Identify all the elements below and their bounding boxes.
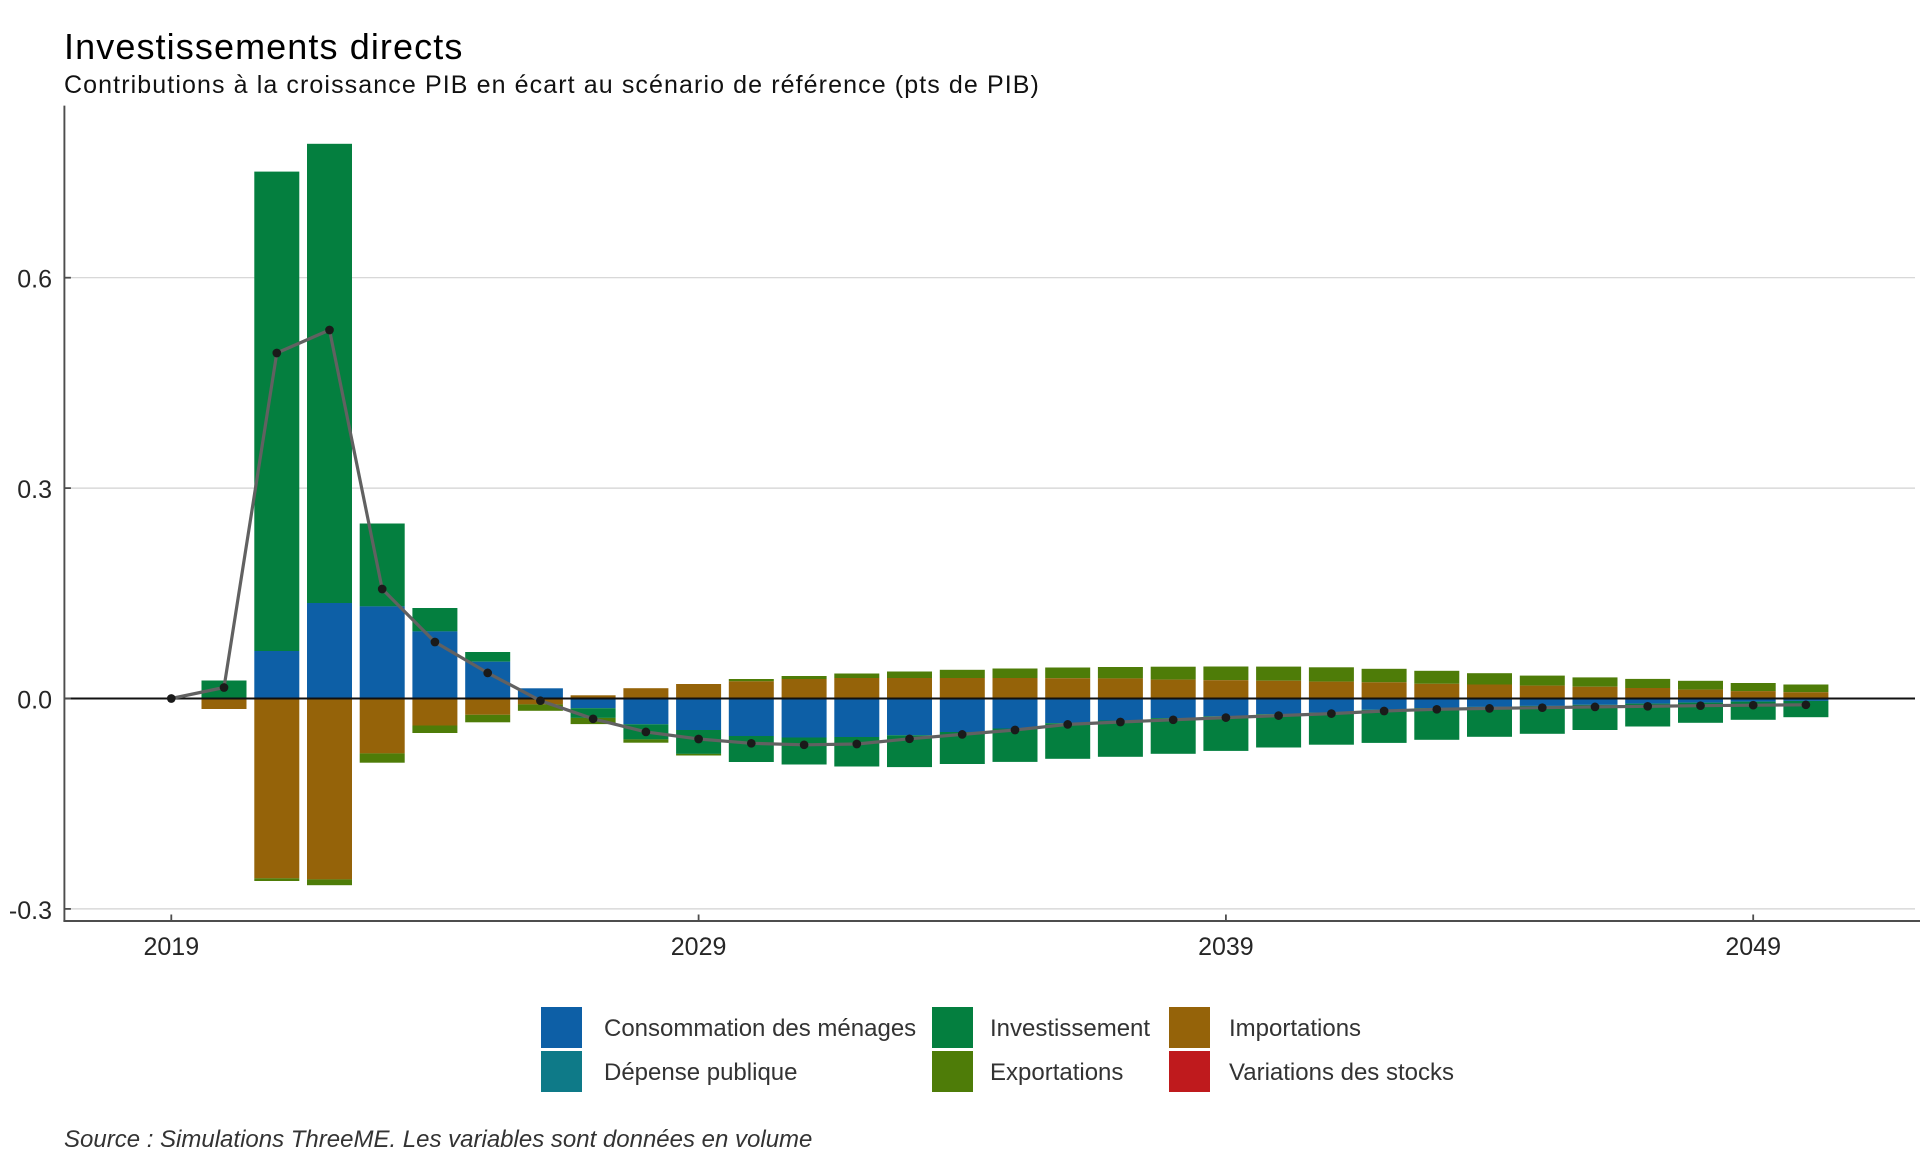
svg-text:Dépense publique: Dépense publique [604, 1059, 798, 1086]
svg-text:Exportations: Exportations [990, 1059, 1123, 1086]
svg-text:Contributions à la croissance: Contributions à la croissance PIB en éca… [64, 71, 1040, 99]
svg-text:2049: 2049 [1725, 933, 1781, 961]
svg-text:0.3: 0.3 [17, 476, 52, 504]
svg-text:Source : Simulations ThreeME.: Source : Simulations ThreeME. Les variab… [64, 1126, 812, 1153]
svg-text:Importations: Importations [1229, 1015, 1361, 1042]
svg-text:0.6: 0.6 [17, 266, 52, 294]
svg-text:-0.3: -0.3 [9, 897, 52, 925]
svg-text:0.0: 0.0 [17, 687, 52, 715]
svg-text:Variations des stocks: Variations des stocks [1229, 1059, 1454, 1086]
svg-text:Investissement: Investissement [990, 1015, 1150, 1042]
svg-text:2019: 2019 [143, 933, 199, 961]
svg-text:Investissements directs: Investissements directs [64, 26, 463, 67]
svg-text:Consommation des ménages: Consommation des ménages [604, 1015, 916, 1042]
svg-text:2029: 2029 [671, 933, 727, 961]
svg-text:2039: 2039 [1198, 933, 1254, 961]
